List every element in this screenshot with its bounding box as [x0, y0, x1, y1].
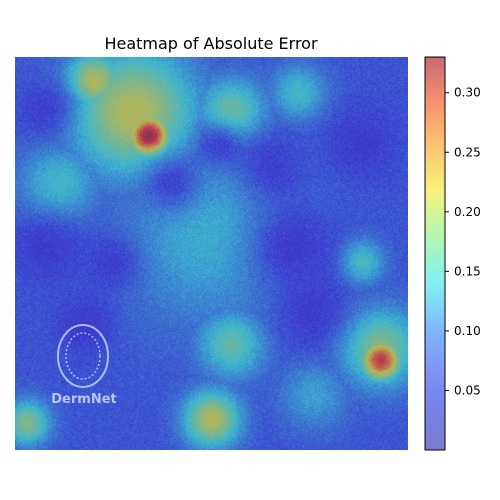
colorbar-tick-label: 0.05 — [454, 383, 481, 397]
colorbar-tick-label: 0.30 — [454, 86, 481, 100]
colorbar-tick-label: 0.10 — [454, 324, 481, 338]
heatmap-image: DermNet — [15, 57, 408, 450]
watermark-text: DermNet — [51, 392, 116, 407]
watermark-inner-ring — [65, 332, 101, 380]
colorbar — [424, 56, 446, 451]
colorbar-tick-label: 0.15 — [454, 264, 481, 278]
colorbar-ticks: 0.05 0.10 0.15 0.20 0.25 0.30 — [445, 86, 481, 397]
heatmap-canvas — [15, 57, 408, 450]
watermark-logo: DermNet — [51, 324, 117, 407]
chart-title: Heatmap of Absolute Error — [104, 34, 318, 53]
colorbar-tick-label: 0.20 — [454, 205, 481, 219]
colorbar-tick-label: 0.25 — [454, 145, 481, 159]
heatmap-canvas-holder — [15, 57, 408, 450]
watermark-ring — [57, 324, 109, 388]
